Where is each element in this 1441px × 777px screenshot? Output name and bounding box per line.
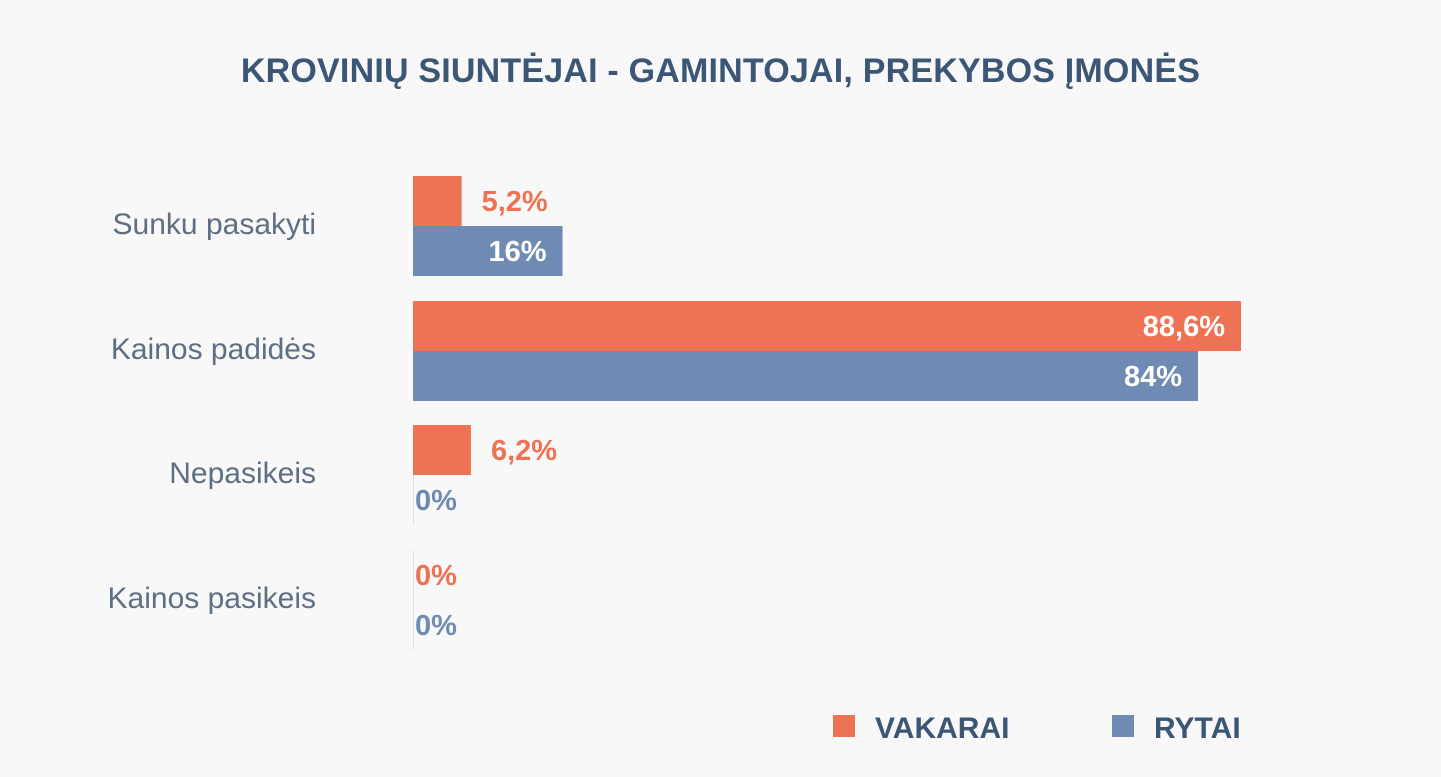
value-label: 0% bbox=[415, 610, 457, 642]
category-label: Sunku pasakyti bbox=[113, 208, 316, 241]
bar-vakarai bbox=[413, 425, 471, 475]
value-label: 88,6% bbox=[1143, 311, 1225, 343]
legend-label-vakarai: VAKARAI bbox=[875, 712, 1009, 745]
legend-swatch-rytai bbox=[1112, 715, 1134, 737]
value-label: 0% bbox=[415, 485, 457, 517]
category-label: Kainos pasikeis bbox=[108, 582, 316, 615]
value-label: 16% bbox=[488, 236, 546, 268]
value-label: 5,2% bbox=[482, 186, 548, 218]
category-label: Nepasikeis bbox=[169, 457, 316, 490]
chart-title: KROVINIŲ SIUNTĖJAI - GAMINTOJAI, PREKYBO… bbox=[240, 52, 1201, 90]
bar-vakarai bbox=[413, 176, 462, 226]
bar-rytai bbox=[413, 226, 563, 276]
value-label: 0% bbox=[415, 560, 457, 592]
legend-label-rytai: RYTAI bbox=[1154, 712, 1241, 745]
category-label: Kainos padidės bbox=[111, 333, 316, 366]
bar-vakarai bbox=[413, 301, 1241, 351]
bar-rytai bbox=[413, 351, 1199, 401]
value-label: 6,2% bbox=[491, 435, 557, 467]
value-label: 84% bbox=[1124, 361, 1182, 393]
legend-swatch-vakarai bbox=[833, 715, 855, 737]
